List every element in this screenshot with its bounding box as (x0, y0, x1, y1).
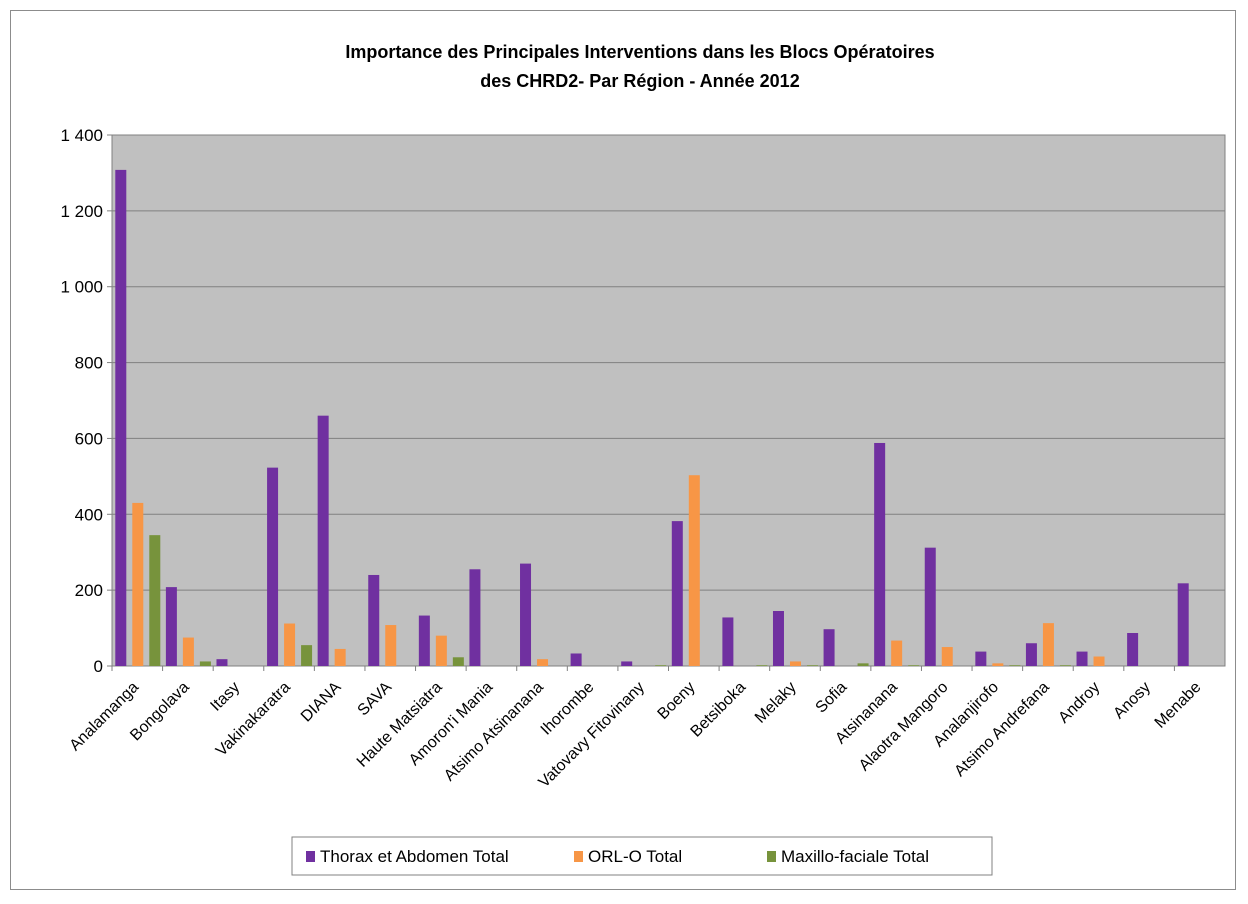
bars (115, 169, 1189, 666)
x-tick-label: Analamanga (67, 679, 143, 755)
chart-title: Importance des Principales Interventions… (345, 42, 934, 62)
bar (132, 502, 144, 666)
y-tick-label: 1 400 (60, 126, 103, 145)
bar (688, 475, 700, 666)
x-tick-label: Itasy (207, 679, 243, 715)
bar (1093, 656, 1105, 666)
bar (891, 640, 903, 666)
bar (621, 661, 633, 666)
gridlines (112, 134, 1225, 667)
legend-label: Thorax et Abdomen Total (320, 847, 509, 866)
legend-swatch (306, 851, 315, 862)
y-tick-label: 600 (75, 429, 103, 448)
legend-swatch (574, 851, 583, 862)
y-axis-ticks: 0 200 400 600 800 1 000 1 200 1 400 (60, 126, 112, 676)
x-tick-label: DIANA (298, 679, 345, 726)
bar (671, 521, 683, 666)
bar (1059, 665, 1071, 666)
x-tick-label: Anosy (1110, 679, 1153, 722)
bar (722, 617, 734, 666)
legend: Thorax et Abdomen Total ORL-O Total Maxill… (291, 836, 993, 876)
bar (1127, 633, 1139, 666)
bar (199, 661, 211, 666)
y-tick-label: 200 (75, 581, 103, 600)
x-tick-label: Betsiboka (688, 679, 750, 741)
plot-area (111, 134, 1226, 667)
y-tick-label: 1 000 (60, 278, 103, 297)
bar (857, 663, 869, 666)
bar (1177, 583, 1189, 666)
bar (452, 657, 464, 666)
x-tick-label: Menabe (1152, 679, 1205, 732)
y-tick-label: 0 (94, 657, 103, 676)
bar (941, 647, 953, 666)
bar (908, 665, 920, 666)
x-tick-label: Androy (1055, 679, 1103, 727)
bar (317, 415, 329, 666)
x-tick-label: Haute Matsiatra (354, 679, 446, 771)
bar (301, 645, 313, 666)
bar (385, 625, 397, 666)
bar (806, 665, 818, 666)
x-tick-label: Alaotra Mangoro (856, 679, 952, 775)
bar (520, 563, 532, 666)
bar (1025, 643, 1037, 666)
bar (267, 467, 279, 666)
bar (435, 635, 447, 666)
bar (216, 659, 228, 666)
bar (418, 615, 430, 666)
y-tick-label: 800 (75, 354, 103, 373)
bar (975, 651, 987, 666)
y-tick-label: 400 (75, 505, 103, 524)
legend-swatch (767, 851, 776, 862)
legend-box (291, 836, 993, 876)
y-tick-label: 1 200 (60, 202, 103, 221)
x-tick-label: Boeny (655, 679, 699, 723)
bar (469, 569, 481, 666)
bar (655, 665, 667, 666)
bar (992, 663, 1004, 666)
bar (823, 629, 835, 666)
x-tick-label: Atsimo Atsinanana (441, 679, 547, 785)
legend-label: Maxillo-faciale Total (781, 847, 929, 866)
bar (789, 661, 801, 666)
bar (570, 653, 582, 666)
bar (1076, 651, 1088, 666)
bar (874, 442, 886, 666)
bar (115, 169, 127, 666)
bar (165, 587, 177, 666)
legend-label: ORL-O Total (588, 847, 682, 866)
bar (149, 535, 161, 666)
bar (284, 623, 296, 666)
bar (334, 648, 346, 666)
bar (1009, 665, 1021, 666)
bar (537, 659, 549, 666)
bar (1042, 623, 1054, 666)
x-tick-label: Atsimo Andrefana (951, 679, 1052, 780)
x-tick-label: SAVA (355, 679, 396, 720)
bar (924, 547, 936, 666)
x-tick-label: Sofia (813, 679, 851, 717)
bar (182, 637, 194, 666)
bar (756, 665, 768, 666)
chart-subtitle: des CHRD2- Par Région - Année 2012 (480, 71, 799, 91)
bar (368, 574, 380, 666)
x-tick-label: Melaky (752, 679, 800, 727)
bar (772, 611, 784, 666)
